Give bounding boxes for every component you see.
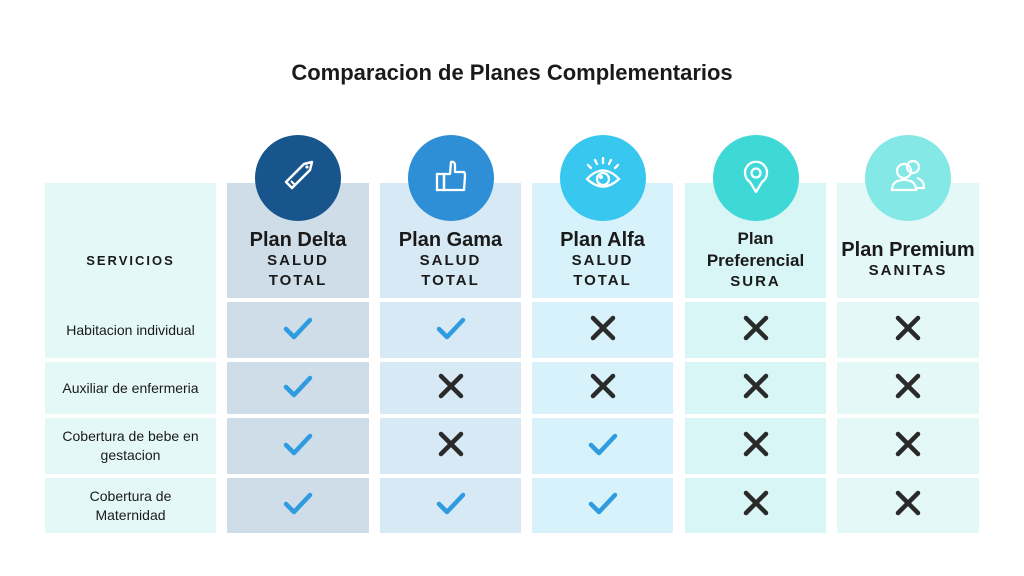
cross-icon — [892, 312, 924, 349]
coverage-cell — [685, 362, 826, 414]
cross-icon — [892, 370, 924, 407]
coverage-cell — [685, 302, 826, 358]
thumbs-up-icon — [427, 152, 475, 205]
cross-icon — [435, 370, 467, 407]
coverage-cell — [227, 418, 369, 474]
coverage-cell — [685, 418, 826, 474]
coverage-cell — [380, 418, 521, 474]
cross-icon — [892, 428, 924, 465]
plan-header: Plan Gama SALUD TOTAL — [380, 183, 521, 298]
coverage-cell — [532, 478, 673, 533]
cross-icon — [587, 370, 619, 407]
coverage-cell — [380, 302, 521, 358]
plan-header: Plan Preferencial SURA — [685, 183, 826, 298]
service-label: Auxiliar de enfermeria — [45, 362, 216, 414]
check-icon — [282, 428, 314, 465]
plan-header: Plan Delta SALUD TOTAL — [227, 183, 369, 298]
coverage-cell — [532, 362, 673, 414]
cross-icon — [740, 370, 772, 407]
coverage-cell — [837, 302, 979, 358]
coverage-cell — [685, 478, 826, 533]
plan-name: Plan Delta — [249, 228, 347, 251]
plan-name: Plan Gama — [398, 228, 503, 251]
coverage-cell — [380, 478, 521, 533]
check-icon — [587, 487, 619, 524]
service-label: Cobertura de bebe en gestacion — [45, 418, 216, 474]
coverage-cell — [227, 302, 369, 358]
cross-icon — [740, 312, 772, 349]
check-icon — [282, 312, 314, 349]
cross-icon — [587, 312, 619, 349]
check-icon — [587, 428, 619, 465]
coverage-cell — [380, 362, 521, 414]
services-header: SERVICIOS — [45, 183, 216, 318]
users-badge — [865, 135, 951, 221]
cross-icon — [740, 428, 772, 465]
coverage-cell — [532, 418, 673, 474]
service-label: Habitacion individual — [45, 302, 216, 358]
page-title: Comparacion de Planes Complementarios — [291, 60, 733, 85]
thumbs-up-badge — [407, 135, 494, 221]
users-icon — [884, 152, 932, 205]
plan-name: Plan Alfa — [560, 228, 645, 251]
coverage-cell — [837, 478, 979, 533]
coverage-cell — [837, 362, 979, 414]
tag-badge — [255, 135, 341, 221]
plan-provider: SALUD TOTAL — [267, 251, 329, 289]
coverage-cell — [837, 418, 979, 474]
check-icon — [282, 370, 314, 407]
location-pin-icon — [732, 152, 780, 205]
service-label: Cobertura de Maternidad — [45, 478, 216, 533]
cross-icon — [435, 428, 467, 465]
eye-badge — [559, 135, 646, 221]
plan-provider: SURA — [730, 272, 781, 290]
location-pin-badge — [712, 135, 799, 221]
cross-icon — [892, 487, 924, 524]
cross-icon — [740, 487, 772, 524]
check-icon — [435, 312, 467, 349]
tag-icon — [274, 152, 322, 205]
plan-provider: SALUD TOTAL — [419, 251, 482, 289]
plan-provider: SALUD TOTAL — [571, 251, 634, 289]
plan-provider: SANITAS — [868, 261, 948, 279]
coverage-cell — [532, 302, 673, 358]
check-icon — [435, 487, 467, 524]
coverage-cell — [227, 478, 369, 533]
plan-header: Plan Premium SANITAS — [837, 183, 979, 298]
coverage-cell — [227, 362, 369, 414]
check-icon — [282, 487, 314, 524]
plan-name: Plan Preferencial — [706, 228, 805, 270]
eye-icon — [579, 152, 627, 205]
plan-name: Plan Premium — [841, 238, 975, 261]
